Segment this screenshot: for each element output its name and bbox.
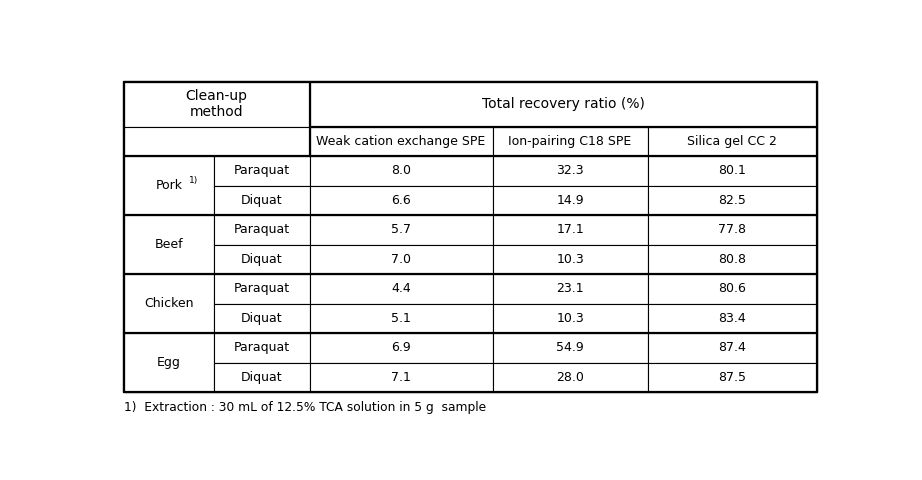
Text: Diquat: Diquat [241,371,282,384]
Text: 6.9: 6.9 [391,341,411,354]
Bar [492,127,647,156]
Bar [647,127,817,156]
Bar [647,274,817,304]
Bar [310,274,492,304]
Bar [124,82,310,127]
Text: 54.9: 54.9 [556,341,584,354]
Text: Egg: Egg [157,356,181,369]
Text: Paraquat: Paraquat [233,223,290,236]
Text: 1): 1) [189,176,198,185]
Bar [492,245,647,274]
Bar [214,274,310,304]
Text: 6.6: 6.6 [391,194,411,207]
Bar [492,333,647,362]
Text: Diquat: Diquat [241,312,282,325]
Text: Chicken: Chicken [144,297,194,310]
Bar [647,304,817,333]
Bar [310,82,817,127]
Text: Beef: Beef [155,238,183,251]
Bar [214,156,310,186]
Text: 82.5: 82.5 [718,194,746,207]
Text: Silica gel CC 2: Silica gel CC 2 [687,135,777,148]
Bar [310,304,492,333]
Bar [492,362,647,392]
Text: 87.4: 87.4 [718,341,746,354]
Bar [310,333,492,362]
Text: 8.0: 8.0 [391,164,411,178]
Text: Weak cation exchange SPE: Weak cation exchange SPE [316,135,486,148]
Bar [310,127,492,156]
Bar [214,245,310,274]
Bar [647,156,817,186]
Bar [310,186,492,215]
Bar [647,333,817,362]
Bar [214,333,310,362]
Bar [647,186,817,215]
Bar [214,362,310,392]
Text: Clean-up
method: Clean-up method [185,89,248,119]
Text: 83.4: 83.4 [718,312,746,325]
Bar [124,156,214,215]
Bar [492,186,647,215]
Text: 77.8: 77.8 [718,223,746,236]
Text: 87.5: 87.5 [718,371,746,384]
Text: Ion-pairing C18 SPE: Ion-pairing C18 SPE [508,135,632,148]
Text: Pork: Pork [155,179,183,192]
Bar [310,215,492,245]
Text: 17.1: 17.1 [556,223,584,236]
Bar [647,215,817,245]
Bar [124,82,817,392]
Text: Paraquat: Paraquat [233,164,290,178]
Text: 4.4: 4.4 [391,282,411,295]
Text: 23.1: 23.1 [556,282,584,295]
Bar [124,127,310,156]
Text: 5.7: 5.7 [391,223,411,236]
Text: 80.8: 80.8 [718,253,746,266]
Bar [492,215,647,245]
Bar [214,186,310,215]
Bar [492,156,647,186]
Bar [647,245,817,274]
Bar [492,304,647,333]
Text: Diquat: Diquat [241,194,282,207]
Text: 32.3: 32.3 [556,164,584,178]
Text: 10.3: 10.3 [556,312,584,325]
Bar [124,215,214,274]
Text: 1)  Extraction : 30 mL of 12.5% TCA solution in 5 g  sample: 1) Extraction : 30 mL of 12.5% TCA solut… [124,401,486,414]
Bar [310,245,492,274]
Text: 80.1: 80.1 [718,164,746,178]
Text: 5.1: 5.1 [391,312,411,325]
Text: 28.0: 28.0 [556,371,584,384]
Text: Diquat: Diquat [241,253,282,266]
Text: 10.3: 10.3 [556,253,584,266]
Text: 80.6: 80.6 [718,282,746,295]
Text: Paraquat: Paraquat [233,341,290,354]
Bar [492,274,647,304]
Bar [647,362,817,392]
Text: 14.9: 14.9 [556,194,584,207]
Text: 7.0: 7.0 [391,253,411,266]
Bar [310,156,492,186]
Bar [124,274,214,333]
Bar [214,304,310,333]
Bar [214,215,310,245]
Bar [124,333,214,392]
Text: 7.1: 7.1 [391,371,411,384]
Text: Paraquat: Paraquat [233,282,290,295]
Text: Total recovery ratio (%): Total recovery ratio (%) [482,97,644,111]
Bar [310,362,492,392]
